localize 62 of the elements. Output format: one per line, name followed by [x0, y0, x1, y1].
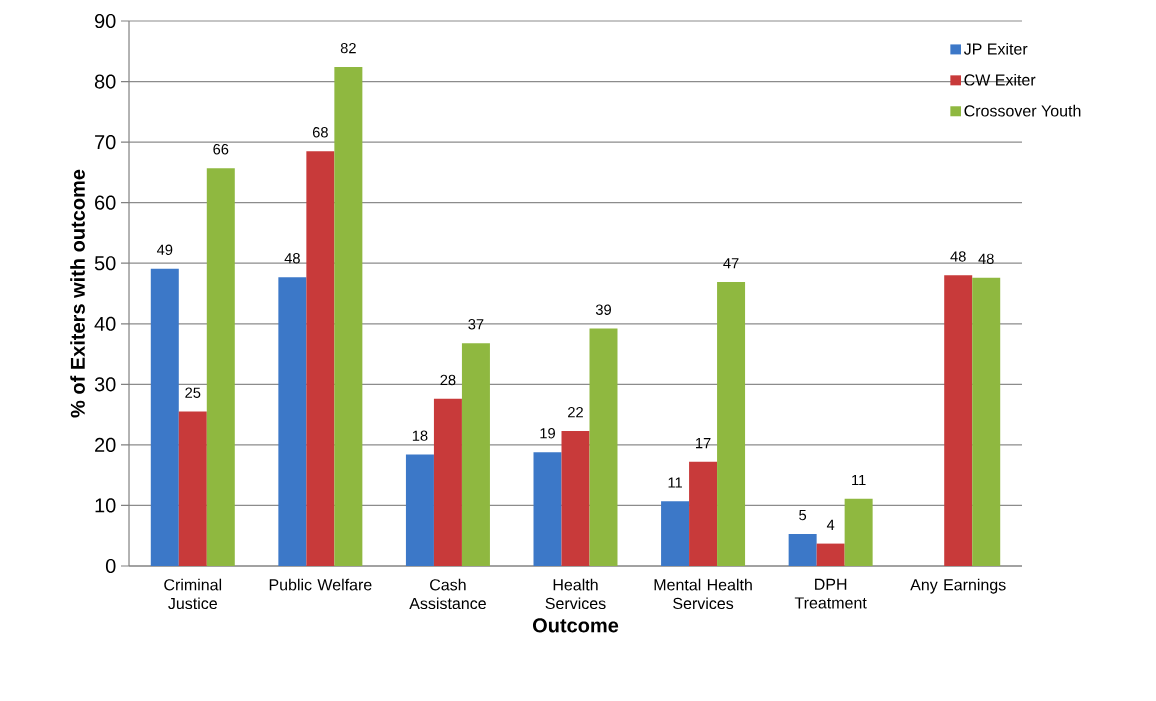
- bar: [150, 268, 179, 566]
- data-label: 22: [568, 407, 583, 418]
- bar: [405, 454, 434, 566]
- data-label: 28: [440, 374, 456, 386]
- y-tick-label: 70: [95, 135, 116, 150]
- data-label: 11: [852, 474, 866, 486]
- bar: [433, 398, 462, 566]
- data-label: 18: [412, 430, 428, 441]
- x-tick-label: Any Earnings: [910, 578, 1006, 594]
- bar: [589, 328, 618, 566]
- y-tick-label: 60: [95, 195, 116, 210]
- x-tick-label: Cash Assistance: [409, 578, 486, 610]
- data-label: 11: [668, 477, 682, 488]
- x-tick-label: Health Services: [545, 578, 606, 610]
- data-label: 25: [185, 387, 201, 398]
- data-label: 47: [723, 258, 739, 269]
- bar: [972, 277, 1001, 566]
- x-tick-label: Mental Health Services: [654, 578, 752, 610]
- y-tick-label: 10: [95, 498, 116, 513]
- bar: [944, 275, 973, 566]
- data-label: 48: [284, 253, 300, 264]
- bar: [461, 343, 490, 566]
- data-label: 48: [950, 251, 966, 262]
- bar: [561, 430, 590, 566]
- bar: [306, 151, 335, 566]
- data-label: 49: [156, 244, 173, 255]
- legend-label: JP Exiter: [963, 42, 1028, 55]
- y-tick-label: 50: [94, 256, 116, 271]
- bar: [334, 67, 363, 566]
- data-label: 82: [340, 42, 356, 54]
- bar: [178, 411, 207, 566]
- bar: [816, 543, 845, 566]
- data-label: 19: [540, 428, 555, 439]
- x-tick-label: Criminal Justice: [164, 578, 222, 610]
- bar: [533, 452, 562, 566]
- y-tick-label: 30: [94, 377, 116, 392]
- data-label: 4: [826, 519, 835, 530]
- bar: [788, 533, 817, 566]
- bar: [689, 461, 718, 566]
- legend-label: Crossover Youth: [964, 104, 1081, 117]
- data-label: 66: [213, 144, 229, 155]
- legend-label: CW Exiter: [964, 73, 1036, 86]
- data-label: 39: [595, 304, 611, 315]
- data-label: 37: [468, 319, 484, 330]
- data-label: 5: [799, 509, 807, 521]
- data-label: 48: [978, 253, 994, 265]
- y-tick-label: 20: [95, 437, 116, 452]
- bar: [661, 501, 690, 566]
- y-tick-label: 40: [94, 316, 116, 331]
- data-label: 17: [696, 438, 711, 449]
- bar: [278, 277, 307, 566]
- x-tick-label: DPH Treatment: [794, 578, 867, 609]
- data-label: 68: [312, 127, 328, 138]
- y-tick-label: 80: [94, 74, 116, 89]
- bar: [844, 498, 873, 566]
- y-axis-title: % of Exiters with outcome: [70, 169, 85, 418]
- x-axis-title: Outcome: [532, 618, 619, 633]
- bar: [717, 281, 746, 566]
- x-tick-label: Public Welfare: [269, 578, 372, 591]
- y-tick-label: 90: [94, 13, 116, 29]
- bar: [206, 168, 235, 566]
- y-tick-label: 0: [105, 558, 116, 574]
